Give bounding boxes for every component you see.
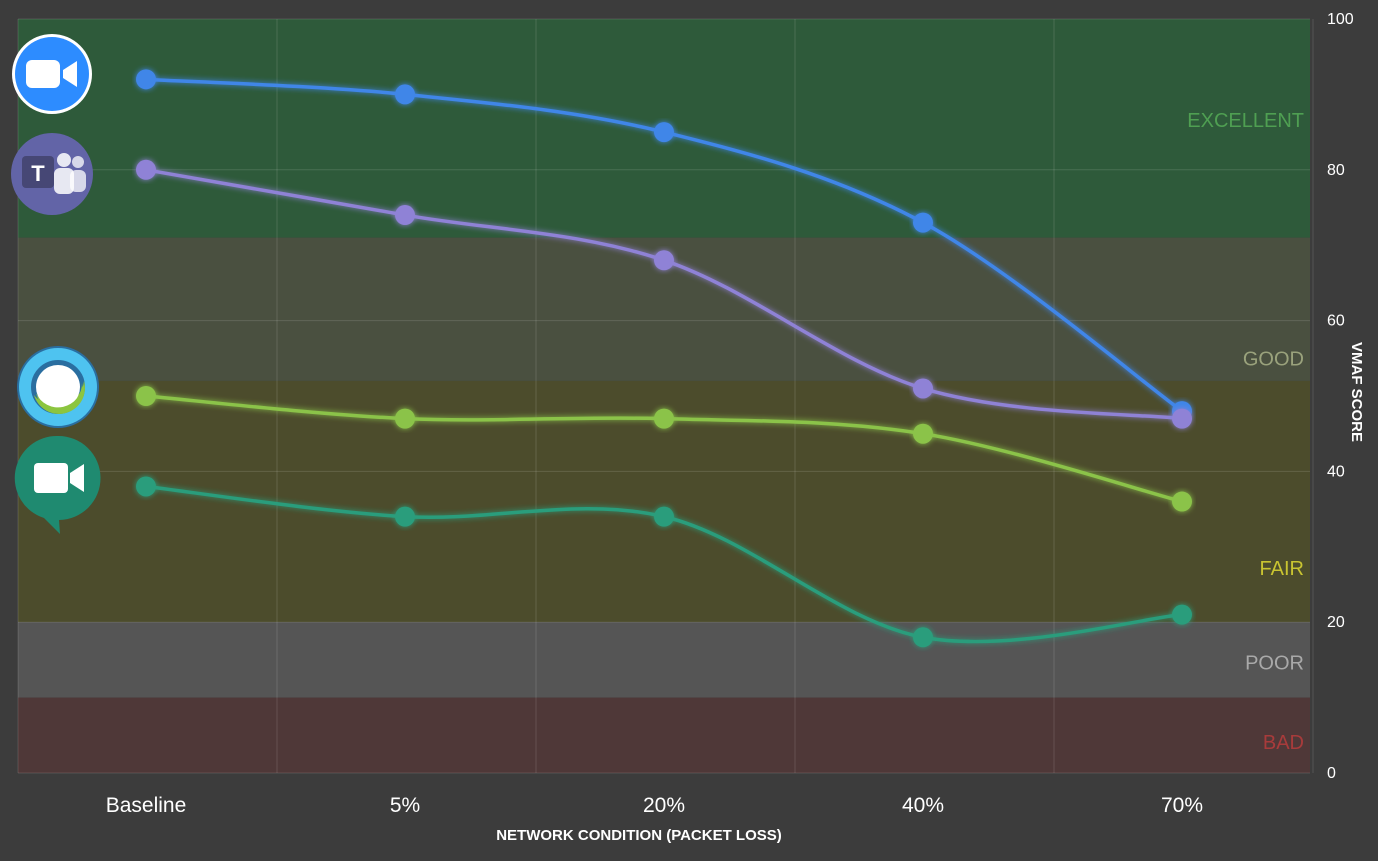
webex-icon <box>17 346 99 428</box>
zoom-icon <box>12 34 92 114</box>
band-label-excellent: EXCELLENT <box>1187 110 1304 132</box>
data-point-teams <box>654 250 674 271</box>
y-tick-label: 80 <box>1327 162 1345 179</box>
y-tick-label: 100 <box>1327 11 1354 28</box>
band-label-good: GOOD <box>1243 349 1304 371</box>
data-point-google-meet <box>136 476 156 497</box>
x-tick-label: 5% <box>390 794 420 817</box>
google-meet-icon <box>14 435 101 534</box>
data-point-webex <box>654 408 674 429</box>
y-tick-label: 0 <box>1327 765 1336 782</box>
x-tick-label: 40% <box>902 794 944 817</box>
data-point-teams <box>1172 408 1192 429</box>
svg-text:T: T <box>31 161 45 186</box>
data-point-webex <box>136 386 156 406</box>
band-label-bad: BAD <box>1263 732 1304 754</box>
data-point-google-meet <box>654 506 674 527</box>
data-point-teams <box>913 378 933 399</box>
x-tick-label: Baseline <box>106 794 187 817</box>
data-point-webex <box>395 408 415 429</box>
data-point-teams <box>136 159 156 180</box>
y-tick-label: 20 <box>1327 614 1345 631</box>
data-point-zoom <box>913 212 933 233</box>
band-label-poor: POOR <box>1245 653 1304 675</box>
data-point-teams <box>395 205 415 226</box>
teams-icon: T <box>11 133 93 215</box>
data-point-google-meet <box>913 627 933 648</box>
x-tick-label: 70% <box>1161 794 1203 817</box>
data-point-webex <box>913 423 933 444</box>
y-tick-label: 40 <box>1327 463 1345 480</box>
data-point-google-meet <box>1172 604 1192 625</box>
band-bad <box>18 697 1310 773</box>
data-point-zoom <box>654 122 674 143</box>
data-point-google-meet <box>395 506 415 527</box>
data-point-webex <box>1172 491 1192 512</box>
x-axis-title: NETWORK CONDITION (PACKET LOSS) <box>496 827 782 844</box>
y-axis-title: VMAF SCORE <box>1348 342 1365 442</box>
data-point-zoom <box>136 69 156 90</box>
y-tick-label: 60 <box>1327 313 1345 330</box>
band-label-fair: FAIR <box>1260 558 1304 580</box>
data-point-zoom <box>395 84 415 105</box>
x-tick-label: 20% <box>643 794 685 817</box>
band-poor <box>18 622 1310 698</box>
